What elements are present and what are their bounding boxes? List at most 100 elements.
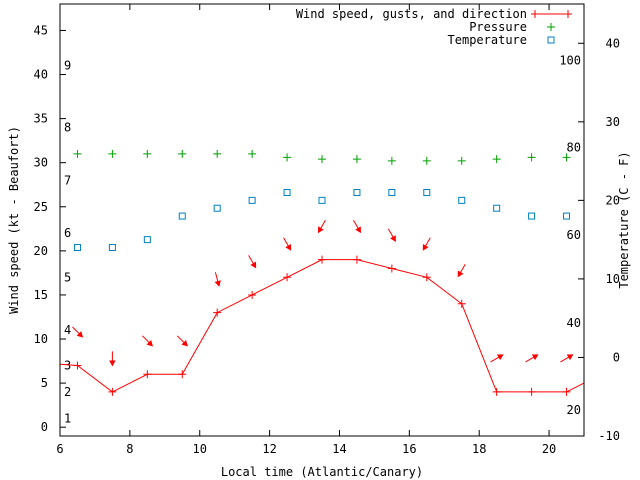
wind-direction-arrow (490, 354, 504, 363)
wind-speed-point (492, 387, 501, 396)
wind-speed-point (422, 273, 431, 282)
y2-tick-label: -10 (598, 429, 620, 443)
fahrenheit-label: 60 (567, 228, 581, 242)
beaufort-label: 4 (64, 323, 71, 337)
wind-speed-point (318, 255, 326, 264)
temperature-point (563, 212, 571, 220)
y2-tick-label: 30 (606, 115, 620, 129)
x-tick-label: 8 (126, 442, 133, 456)
temperature-point (423, 189, 431, 197)
beaufort-label: 6 (64, 226, 71, 240)
pressure-point (73, 149, 82, 158)
temperature-point (493, 204, 501, 212)
temperature-point (213, 204, 221, 212)
x-tick-label: 6 (56, 442, 63, 456)
beaufort-label: 5 (64, 270, 71, 284)
wind-direction-head (317, 226, 324, 234)
pressure-point (178, 149, 187, 158)
wind-direction-head (109, 360, 116, 367)
wind-direction-head (566, 354, 574, 361)
wind-speed-point (387, 264, 396, 273)
fahrenheit-label: 80 (567, 141, 581, 155)
wind-direction-head (181, 339, 188, 347)
wind-speed-point (527, 387, 536, 396)
wind-direction-arrow (317, 219, 326, 234)
y2-tick-label: 0 (613, 350, 620, 364)
wind-direction-arrow (353, 219, 361, 234)
y-tick-label: 20 (34, 244, 48, 258)
x-tick-label: 14 (332, 442, 346, 456)
temperature-point (318, 196, 326, 204)
wind-direction-arrow (387, 228, 396, 242)
wind-direction-arrow (248, 255, 257, 269)
wind-direction-head (496, 354, 504, 361)
pressure-point (562, 153, 571, 162)
y-tick-label: 40 (34, 68, 48, 82)
legend-keys (531, 10, 572, 44)
wind-direction-arrow (283, 237, 292, 251)
wind-direction-arrow (525, 354, 539, 363)
fahrenheit-label: 40 (567, 316, 581, 330)
wind-speed-point (73, 361, 82, 370)
pressure-point (387, 156, 396, 165)
y-tick-label: 15 (34, 288, 48, 302)
y-tick-label: 5 (41, 376, 48, 390)
pressure-point (143, 149, 152, 158)
wind-direction-head (76, 331, 84, 338)
wind-direction-head (285, 244, 292, 251)
wind-speed-line (60, 259, 584, 393)
wind-direction-head (250, 261, 257, 269)
pressure-point (527, 153, 536, 162)
temperature-point (108, 243, 116, 251)
legend-key-wind-end-right (564, 10, 572, 18)
beaufort-label: 8 (64, 120, 71, 134)
pressure-point (108, 149, 117, 158)
wind-direction-arrow (176, 335, 188, 347)
legend-label-temperature: Temperature (448, 33, 527, 47)
beaufort-label: 1 (64, 411, 71, 425)
axes-layer: 6 8 10 12 14 16 18 20051015202530354045-1001020… (34, 4, 620, 456)
y-tick-label: 25 (34, 200, 48, 214)
legend-key-pressure (547, 23, 555, 31)
pressure-point (492, 155, 501, 164)
x-tick-label: 20 (542, 442, 556, 456)
wind-direction-head (422, 244, 429, 251)
wind-direction-head (214, 280, 221, 287)
y2-tick-label: 10 (606, 272, 620, 286)
temperature-point (388, 189, 396, 197)
series-layer (60, 149, 584, 396)
wind-direction-head (390, 235, 396, 242)
y2-axis-label: Temperature (C - F) (617, 151, 631, 288)
temperature-point (73, 243, 81, 251)
temperature-point (528, 212, 536, 220)
wind-direction-arrow (560, 354, 574, 363)
y-axis-label: Wind speed (kt - Beaufort) (7, 126, 21, 314)
beaufort-label: 3 (64, 358, 71, 372)
legend: Wind speed, gusts, and direction Pressur… (296, 7, 572, 47)
fahrenheit-label: 100 (559, 54, 581, 68)
x-tick-label: 16 (402, 442, 416, 456)
plot-frame (59, 3, 585, 437)
legend-key-wind-end-left (531, 10, 539, 18)
wind-speed-point (352, 255, 361, 264)
y-tick-label: 0 (41, 420, 48, 434)
pressure-point (422, 156, 431, 165)
y2-tick-label: 40 (606, 36, 620, 50)
wind-speed-point (213, 308, 222, 317)
y-tick-label: 30 (34, 156, 48, 170)
wind-direction-arrow (457, 263, 466, 278)
wind-direction-arrow (422, 237, 431, 251)
y-tick-label: 10 (34, 332, 48, 346)
wind-speed-point (143, 370, 152, 379)
beaufort-label: 9 (64, 59, 71, 73)
pressure-point (248, 149, 257, 158)
y-tick-label: 35 (34, 112, 48, 126)
wind-speed-point (562, 387, 571, 396)
temperature-point (248, 196, 256, 204)
legend-label-pressure: Pressure (469, 20, 527, 34)
temperature-point (283, 189, 291, 197)
wind-direction-head (457, 270, 464, 278)
y-tick-label: 45 (34, 23, 48, 37)
temperature-point (353, 189, 361, 197)
